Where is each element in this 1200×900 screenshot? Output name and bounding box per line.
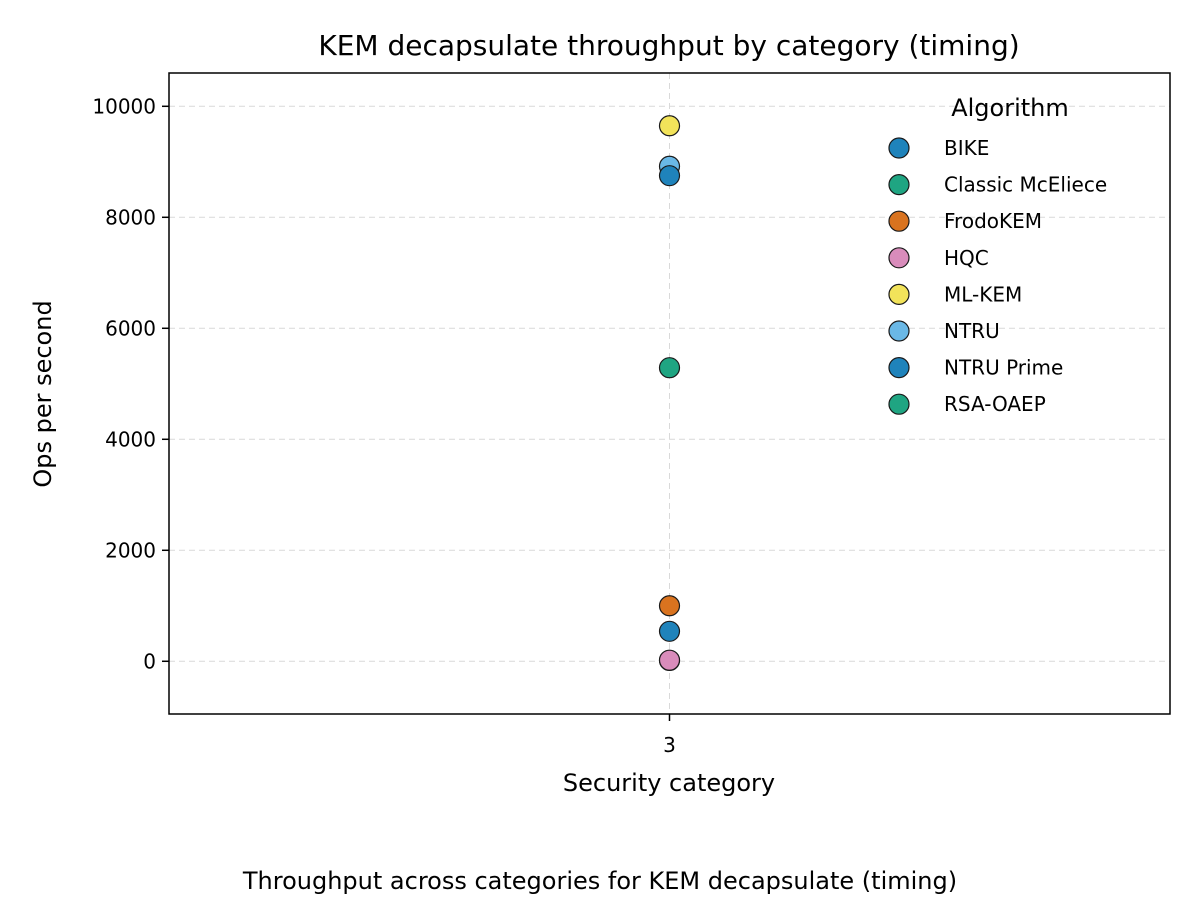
y-tick-label: 4000 [105, 427, 156, 451]
legend-marker-rsa-oaep [888, 393, 910, 415]
y-tick-label: 2000 [105, 538, 156, 562]
data-point-ntru-prime [658, 165, 681, 187]
chart-title: KEM decapsulate throughput by category (… [318, 29, 1019, 62]
legend-label-ntru-prime: NTRU Prime [944, 356, 1063, 380]
legend-label-rsa-oaep: RSA-OAEP [944, 392, 1046, 416]
legend-marker-frodokem [888, 210, 910, 232]
legend-label-hqc: HQC [944, 246, 989, 270]
y-axis-label: Ops per second [29, 300, 57, 487]
data-point-bike [658, 620, 681, 642]
y-tick-label: 0 [143, 649, 156, 673]
legend-title: Algorithm [951, 94, 1069, 122]
legend-marker-ntru-prime [888, 357, 910, 379]
legend-label-bike: BIKE [944, 136, 989, 160]
legend-marker-ntru [888, 320, 910, 342]
y-tick-label: 8000 [105, 205, 156, 229]
data-point-frodokem [658, 595, 681, 617]
legend-marker-bike [888, 137, 910, 159]
legend-label-ntru: NTRU [944, 319, 1000, 343]
legend-label-classic-mceliece: Classic McEliece [944, 173, 1107, 197]
data-point-rsa-oaep [658, 357, 681, 379]
legend-label-ml-kem: ML-KEM [944, 282, 1022, 306]
figure-caption: Throughput across categories for KEM dec… [242, 867, 957, 895]
legend-marker-classic-mceliece [888, 174, 910, 196]
data-points [658, 115, 681, 672]
legend: Algorithm BIKE Classic McEliece FrodoKEM HQ… [888, 94, 1107, 416]
y-tick-label: 10000 [92, 94, 156, 118]
y-axis-ticks: 0 2000 4000 6000 8000 10000 [92, 94, 169, 673]
legend-marker-hqc [888, 247, 910, 269]
legend-label-frodokem: FrodoKEM [944, 209, 1042, 233]
x-tick-label: 3 [663, 733, 676, 757]
data-point-ml-kem [658, 115, 681, 137]
data-point-hqc [658, 649, 681, 671]
legend-marker-ml-kem [888, 283, 910, 305]
x-axis-label: Security category [563, 769, 775, 797]
x-axis-ticks: 3 [663, 714, 676, 757]
y-tick-label: 6000 [105, 316, 156, 340]
